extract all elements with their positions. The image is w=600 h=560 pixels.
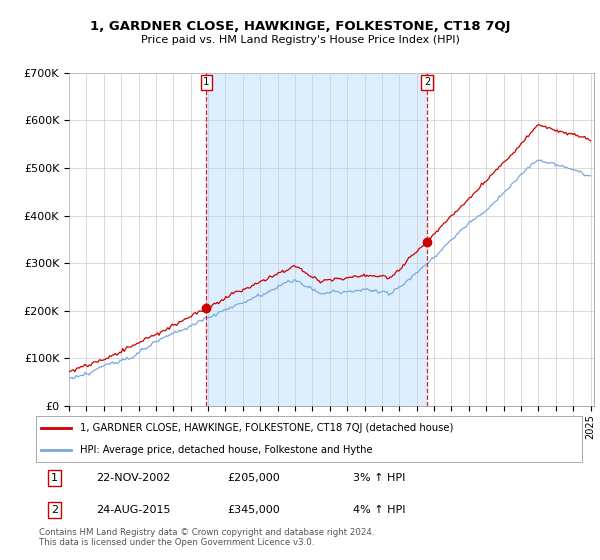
Bar (206, 73, 427, 406)
Text: 24-AUG-2015: 24-AUG-2015 (96, 505, 170, 515)
Text: HPI: Average price, detached house, Folkestone and Hythe: HPI: Average price, detached house, Folk… (80, 445, 373, 455)
Text: 1, GARDNER CLOSE, HAWKINGE, FOLKESTONE, CT18 7QJ (detached house): 1, GARDNER CLOSE, HAWKINGE, FOLKESTONE, … (80, 423, 453, 433)
Text: 1: 1 (203, 77, 209, 87)
Text: 4% ↑ HPI: 4% ↑ HPI (353, 505, 405, 515)
Text: 2: 2 (424, 77, 430, 87)
Text: 22-NOV-2002: 22-NOV-2002 (96, 473, 170, 483)
Text: 1, GARDNER CLOSE, HAWKINGE, FOLKESTONE, CT18 7QJ: 1, GARDNER CLOSE, HAWKINGE, FOLKESTONE, … (90, 20, 510, 32)
Text: 3% ↑ HPI: 3% ↑ HPI (353, 473, 405, 483)
Text: Price paid vs. HM Land Registry's House Price Index (HPI): Price paid vs. HM Land Registry's House … (140, 35, 460, 45)
Text: Contains HM Land Registry data © Crown copyright and database right 2024.
This d: Contains HM Land Registry data © Crown c… (39, 528, 374, 547)
Text: 2: 2 (51, 505, 58, 515)
Text: 1: 1 (51, 473, 58, 483)
Text: £345,000: £345,000 (227, 505, 280, 515)
Text: £205,000: £205,000 (227, 473, 280, 483)
